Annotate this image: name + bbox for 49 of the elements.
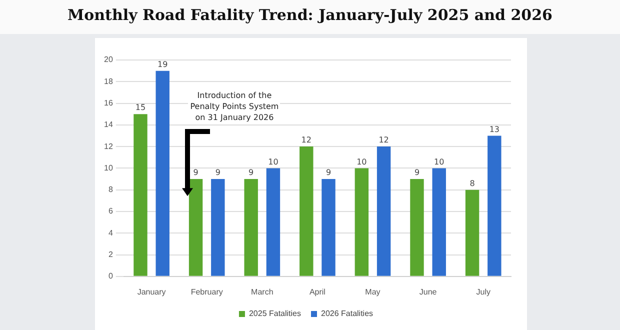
y-tick-label: 18 (104, 76, 114, 86)
data-label: 19 (158, 60, 168, 69)
bar (244, 179, 258, 276)
x-tick-label: May (365, 287, 380, 296)
y-tick-label: 8 (108, 185, 114, 194)
bar (410, 179, 424, 276)
data-label: 9 (193, 168, 198, 178)
data-label: 12 (301, 136, 312, 145)
data-label: 13 (489, 124, 500, 134)
data-label: 9 (414, 168, 420, 178)
y-tick-label: 14 (104, 120, 114, 130)
data-label: 9 (248, 168, 254, 178)
bar (211, 179, 225, 276)
data-label: 9 (326, 168, 332, 178)
data-label: 15 (135, 103, 146, 112)
bar (134, 114, 148, 276)
bar (322, 179, 336, 276)
legend-label: 2025 Fatalities (248, 309, 301, 318)
y-tick-label: 0 (108, 272, 114, 281)
y-tick-label: 6 (108, 206, 114, 216)
x-tick-label: February (190, 287, 223, 296)
x-tick-label: June (419, 287, 438, 296)
y-tick-label: 16 (104, 98, 114, 108)
bar (432, 168, 446, 276)
data-label: 12 (378, 136, 389, 145)
x-tick-label: March (251, 287, 274, 296)
bar (300, 146, 314, 276)
bar (465, 190, 480, 276)
data-label: 10 (434, 157, 444, 166)
x-tick-label: January (137, 287, 166, 296)
bar (376, 146, 391, 276)
bar (156, 70, 170, 276)
bar (266, 168, 280, 276)
bar (488, 136, 502, 276)
y-tick-label: 12 (104, 142, 114, 151)
annotation: Introduction of the Penalty Points System on 31 January 2026 (188, 90, 280, 124)
chart-title: Monthly Road Fatality Trend: January-July 2025 and 2026 (0, 0, 620, 34)
data-label: 10 (268, 157, 278, 166)
y-tick-label: 10 (104, 163, 114, 172)
y-tick-label: 4 (108, 228, 114, 238)
x-tick-label: July (476, 287, 490, 296)
x-tick-label: April (309, 287, 326, 296)
y-tick-label: 20 (104, 55, 114, 64)
legend-label: 2026 Fatalities (321, 309, 374, 318)
data-label: 8 (470, 178, 475, 188)
y-tick-label: 2 (108, 250, 114, 259)
data-label: 9 (215, 168, 220, 178)
bar (354, 168, 369, 276)
data-label: 10 (356, 157, 367, 166)
